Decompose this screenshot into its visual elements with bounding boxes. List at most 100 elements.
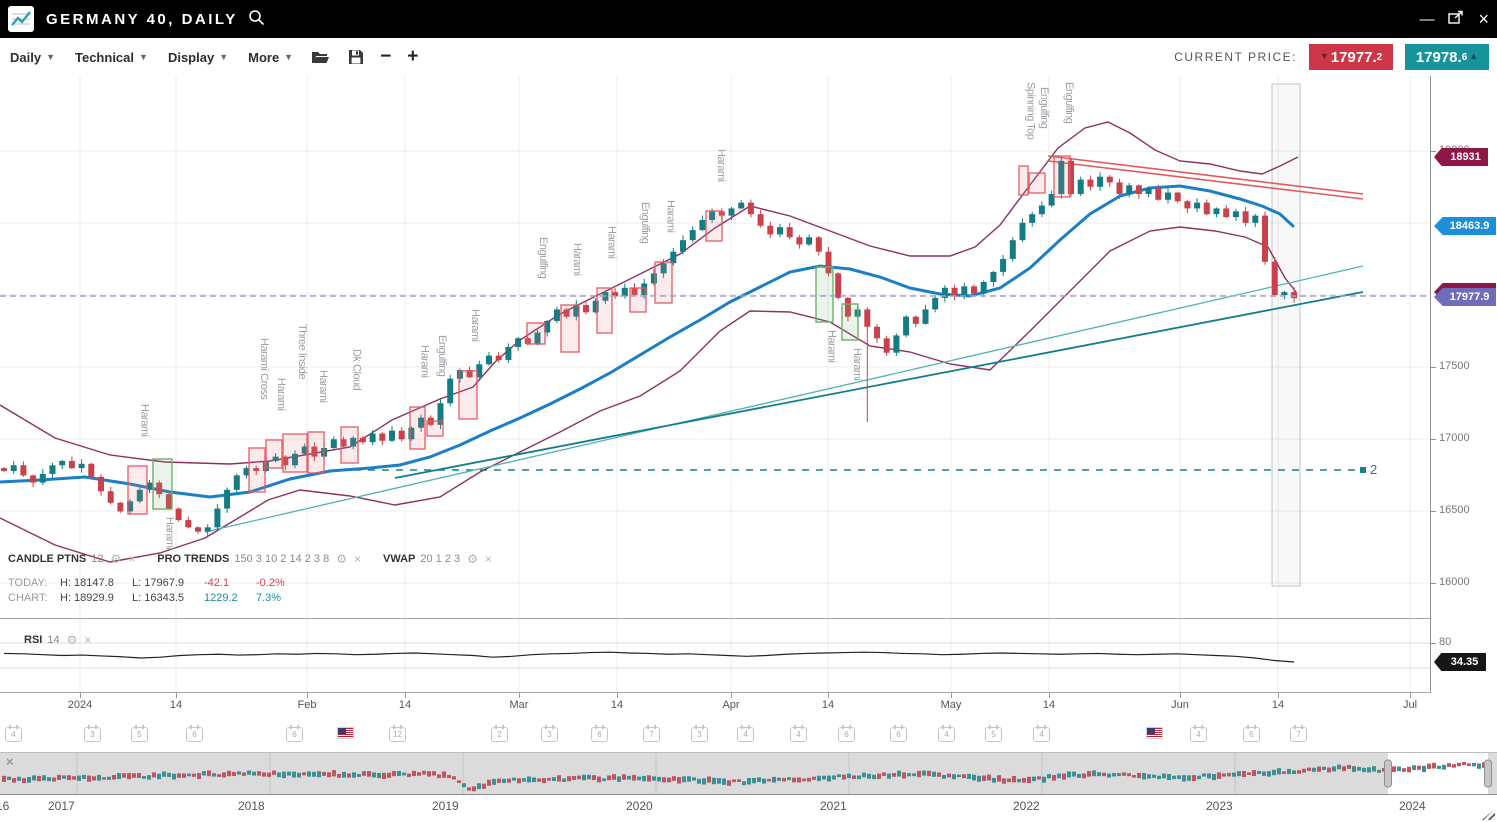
- time-axis[interactable]: 2024 14 Feb 14 Mar 14 Apr 14 May 14 Jun 14 Jul: [0, 693, 1430, 718]
- close-button[interactable]: ×: [1478, 9, 1489, 29]
- calendar-event-icon[interactable]: 3: [84, 725, 101, 742]
- menu-technical[interactable]: Technical ▼: [75, 49, 148, 65]
- remove-indicator-icon[interactable]: ×: [128, 552, 136, 566]
- calendar-event-icon[interactable]: 4: [737, 725, 754, 742]
- axis-tick: [617, 693, 618, 698]
- indicator-vwap: VWAP 20 1 2 3 ⚙ ×: [382, 552, 492, 566]
- price-axis[interactable]: 1900017500170001650016000801893118463.91…: [1430, 76, 1497, 693]
- axis-tick: [828, 693, 829, 698]
- us-flag-icon[interactable]: [1146, 727, 1163, 739]
- navigator-year-label: 2024: [1399, 799, 1426, 813]
- pattern-box: [815, 266, 834, 323]
- calendar-event-icon[interactable]: 3: [691, 725, 708, 742]
- grid-lines: [0, 76, 1430, 618]
- calendar-event-icon[interactable]: 4: [938, 725, 955, 742]
- save-icon[interactable]: [348, 49, 364, 65]
- chart-stats-row: CHART: H: 18929.9 L: 16343.5 1229.2 7.3%: [8, 592, 282, 604]
- calendar-event-icon[interactable]: 7: [1290, 725, 1307, 742]
- trend-line-1: [1047, 160, 1364, 200]
- calendar-event-icon[interactable]: 6: [591, 725, 608, 742]
- chart-plot-area[interactable]: 2 Harami Harami Harami Cross Harami Three Ins…: [0, 76, 1430, 693]
- calendar-event-icon[interactable]: 4: [1033, 725, 1050, 742]
- resize-grip[interactable]: [1482, 809, 1495, 820]
- bid-price-badge: ▼ 17977. 2: [1309, 44, 1393, 70]
- support-level-label: 2: [1370, 462, 1377, 477]
- calendar-event-icon[interactable]: 7: [643, 725, 660, 742]
- pattern-box: [282, 433, 308, 473]
- calendar-event-icon[interactable]: 4: [790, 725, 807, 742]
- chevron-down-icon: ▼: [46, 52, 55, 62]
- gear-icon[interactable]: ⚙: [110, 552, 122, 566]
- pattern-box: [705, 210, 723, 242]
- indicator-pro-trends: PRO TRENDS 150 3 10 2 14 2 3 8 ⚙ ×: [157, 552, 361, 566]
- navigator-year-label: 2022: [1013, 799, 1040, 813]
- time-axis-label: 14: [1042, 699, 1056, 711]
- open-folder-icon[interactable]: [311, 50, 330, 65]
- rsi-line: [3, 651, 1295, 663]
- menu-more[interactable]: More ▼: [248, 49, 294, 65]
- indicator-legend-row: CANDLE PTNS 12 ⚙ × PRO TRENDS 150 3 10 2…: [8, 552, 514, 566]
- economic-events-row: 4 3 5 6 6 12 2 3 6 7 3 4 4 6 6 4 5 4 4 6 7: [0, 718, 1497, 752]
- price-chart[interactable]: 2 Harami Harami Harami Cross Harami Three Ins…: [0, 76, 1430, 618]
- title-bar: GERMANY 40, DAILY — ×: [0, 0, 1497, 38]
- menu-display[interactable]: Display ▼: [167, 49, 229, 65]
- bollinger-upper-band: [0, 121, 1299, 465]
- calendar-event-icon[interactable]: 5: [985, 725, 1002, 742]
- pattern-label: Engulfing: [1063, 82, 1075, 124]
- moving-average-line: [0, 184, 1295, 499]
- trend-line-0: [1047, 155, 1364, 195]
- pattern-box: [265, 439, 283, 469]
- chart-title: GERMANY 40, DAILY: [46, 10, 238, 28]
- remove-indicator-icon[interactable]: ×: [353, 552, 361, 566]
- navigator-selection-window[interactable]: [1388, 753, 1488, 794]
- chevron-down-icon: ▼: [219, 52, 229, 62]
- zoom-out-button[interactable]: −: [380, 46, 392, 67]
- rsi-panel[interactable]: [0, 618, 1430, 693]
- gear-icon[interactable]: ⚙: [467, 552, 478, 566]
- axis-tick-label: 17000: [1439, 432, 1470, 444]
- time-axis-label: 14: [610, 699, 624, 711]
- axis-tick: [519, 693, 520, 698]
- navigator-selection-handle[interactable]: [1384, 759, 1392, 788]
- calendar-event-icon[interactable]: 6: [890, 725, 907, 742]
- pattern-box: [248, 447, 266, 493]
- session-stats: TODAY: H: 18147.8 L: 17967.9 -42.1 -0.2% CHA…: [8, 576, 285, 606]
- axis-tick-label: 16000: [1439, 576, 1470, 588]
- navigator-close-icon[interactable]: ×: [6, 754, 14, 769]
- axis-tick: [80, 693, 81, 698]
- zoom-in-button[interactable]: +: [407, 46, 419, 67]
- range-navigator[interactable]: ×: [0, 752, 1497, 795]
- pattern-box: [340, 426, 359, 464]
- calendar-event-icon[interactable]: 6: [286, 725, 303, 742]
- support-level-marker: [1360, 467, 1366, 473]
- gear-icon[interactable]: ⚙: [66, 633, 78, 647]
- calendar-event-icon[interactable]: 2: [491, 725, 508, 742]
- calendar-event-icon[interactable]: 5: [131, 725, 148, 742]
- calendar-event-icon[interactable]: 12: [389, 725, 406, 742]
- pattern-box: [1053, 155, 1071, 198]
- gear-icon[interactable]: ⚙: [336, 552, 347, 566]
- us-flag-icon[interactable]: [337, 727, 354, 739]
- pattern-box: [560, 304, 580, 353]
- calendar-event-icon[interactable]: 4: [5, 725, 22, 742]
- pattern-box: [458, 370, 478, 420]
- navigator-year-label: 2019: [432, 799, 459, 813]
- menu-timeframe[interactable]: Daily ▼: [10, 49, 55, 65]
- pattern-label: Harami: [826, 330, 838, 363]
- navigator-selection-handle[interactable]: [1484, 759, 1492, 788]
- calendar-event-icon[interactable]: 6: [186, 725, 203, 742]
- axis-tick: [176, 693, 177, 698]
- search-icon[interactable]: [248, 9, 265, 29]
- axis-tick: [1431, 151, 1436, 152]
- calendar-event-icon[interactable]: 6: [1243, 725, 1260, 742]
- remove-indicator-icon[interactable]: ×: [84, 633, 92, 647]
- popout-icon[interactable]: [1448, 10, 1464, 28]
- pattern-box: [152, 458, 173, 510]
- pattern-box: [1018, 165, 1029, 196]
- calendar-event-icon[interactable]: 3: [541, 725, 558, 742]
- calendar-event-icon[interactable]: 6: [838, 725, 855, 742]
- minimize-button[interactable]: —: [1419, 10, 1435, 28]
- axis-tick-label: 80: [1439, 636, 1452, 648]
- remove-indicator-icon[interactable]: ×: [484, 552, 492, 566]
- calendar-event-icon[interactable]: 4: [1190, 725, 1207, 742]
